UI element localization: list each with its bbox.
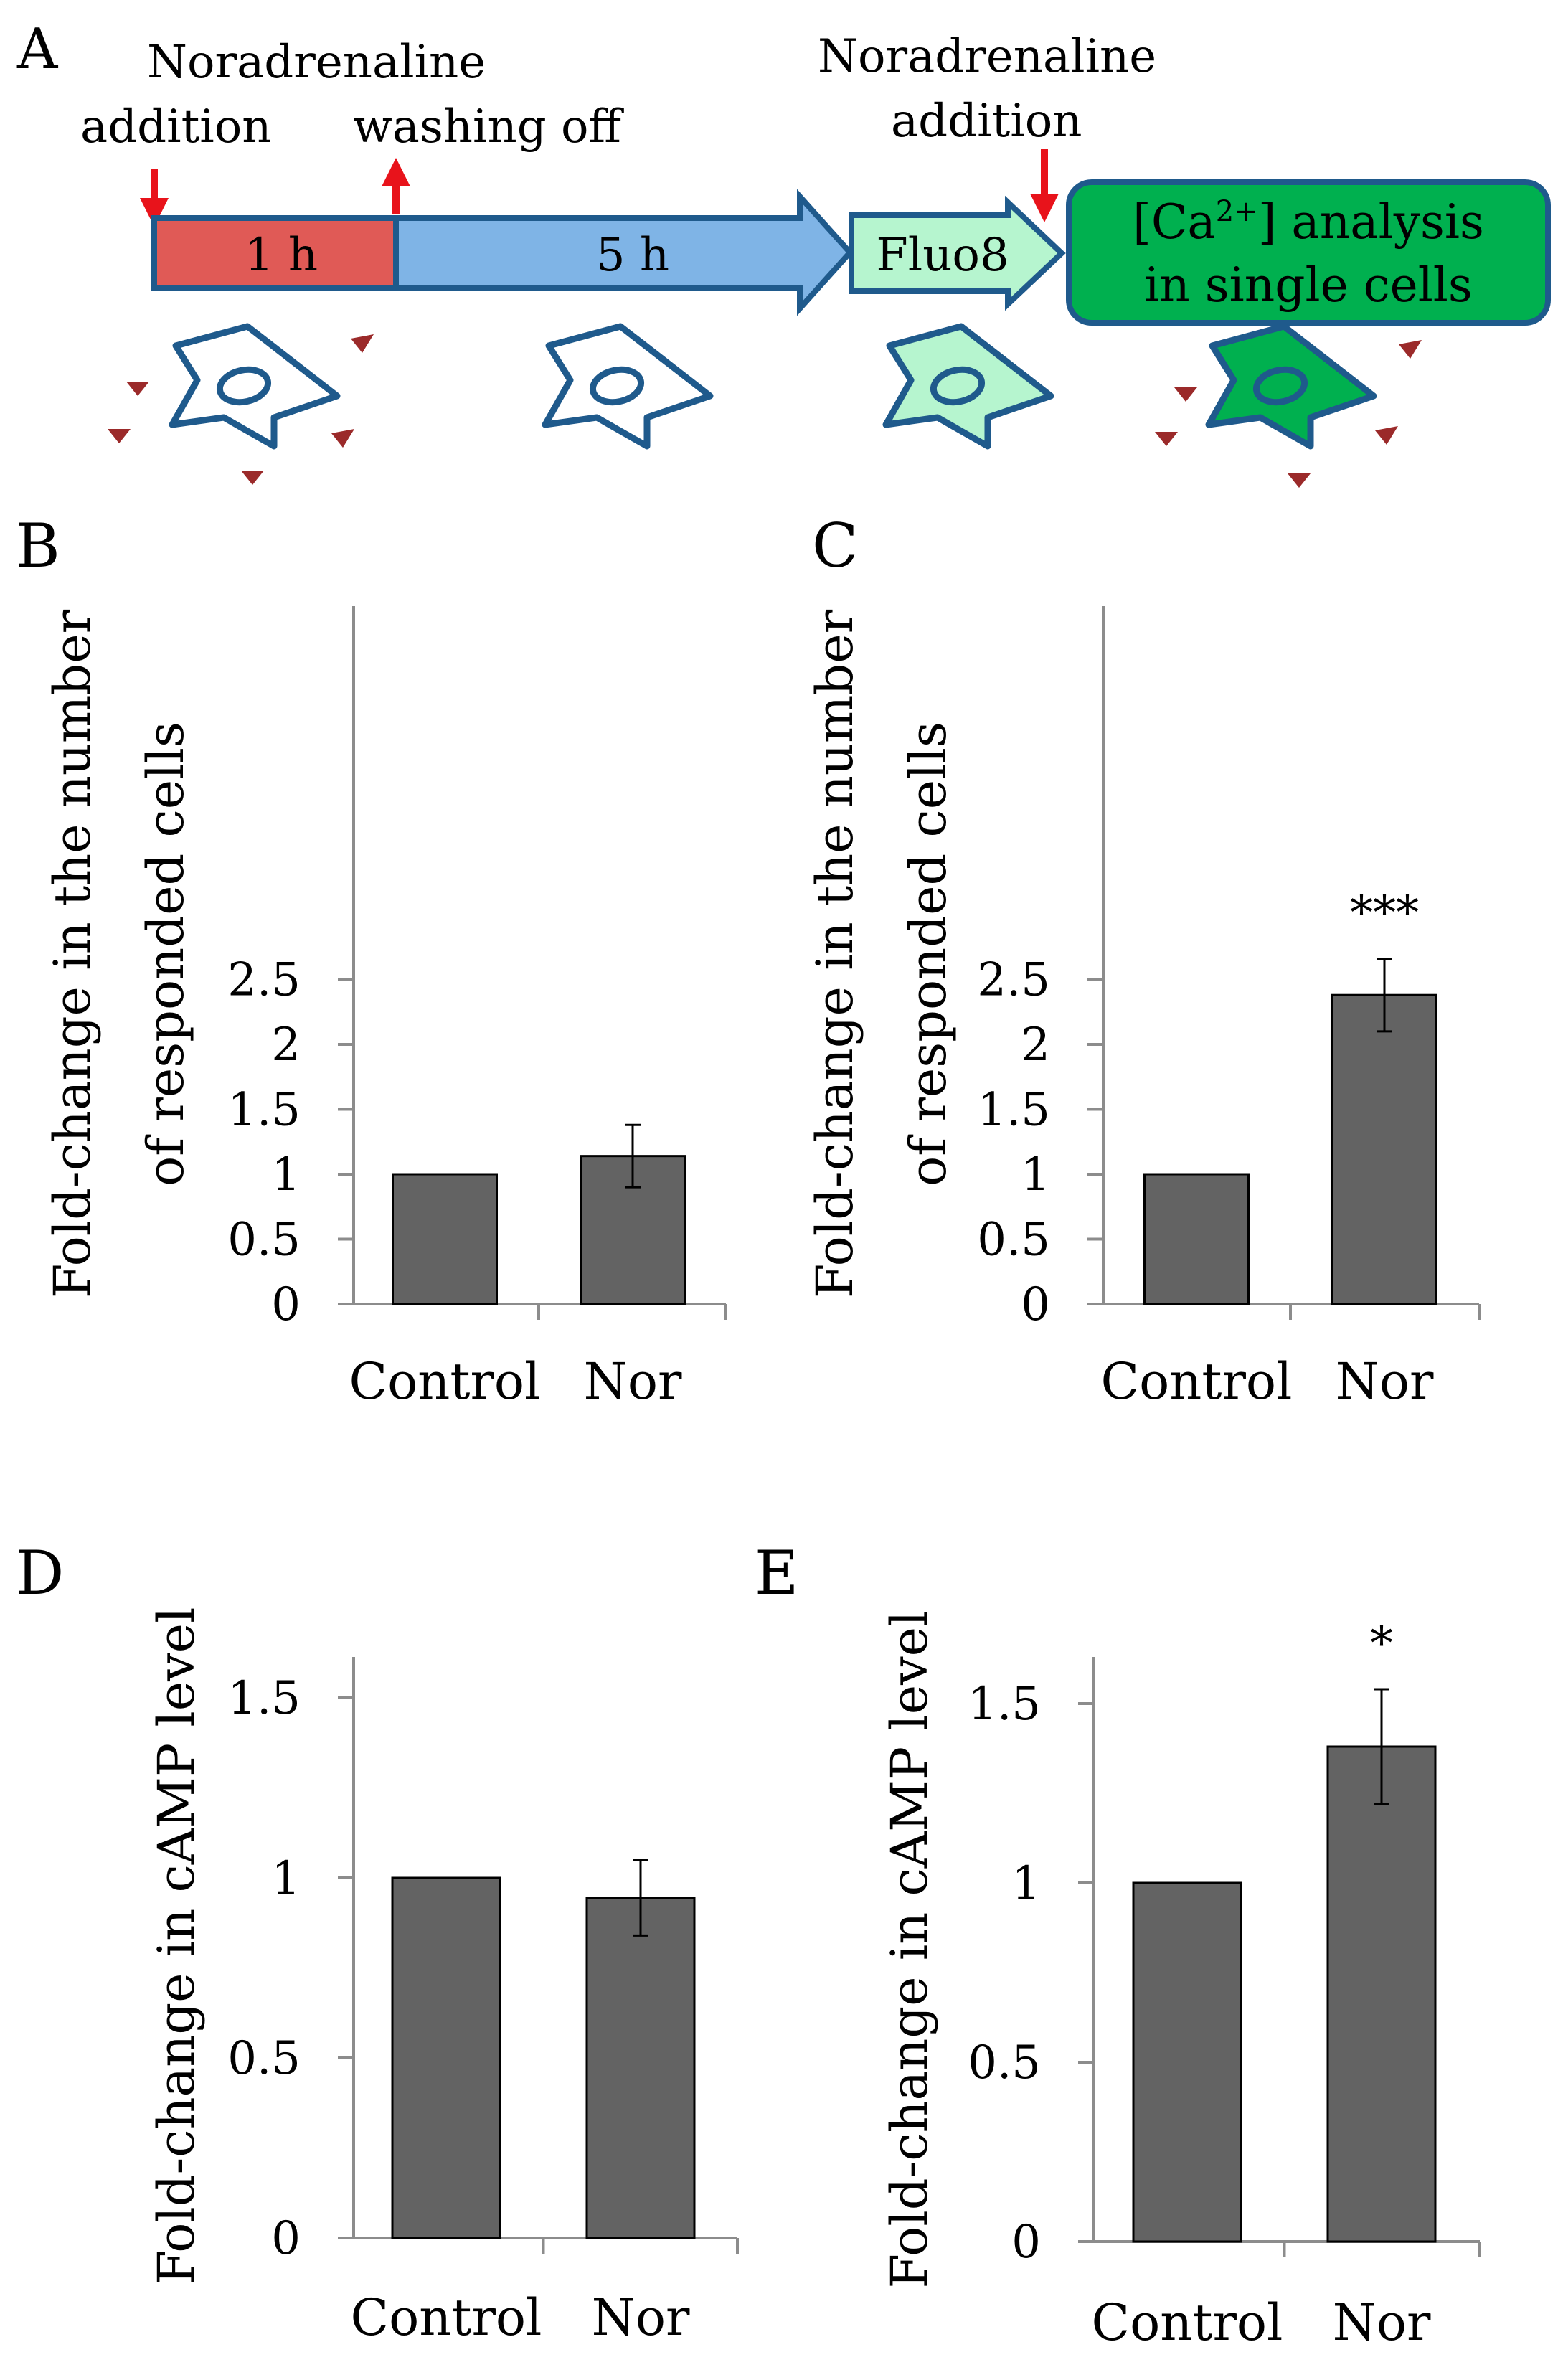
chart-e-category-nor: Nor [1333,2293,1431,2352]
chart-e: E Fold-change in cAMP level 0 0.5 1 1.5 Contro… [755,1538,1481,2352]
nor-add-2-line1: Noradrenaline [818,30,1156,83]
chart-c-y-tick-label-2: 1 [1021,1148,1050,1201]
chart-c: C Fold-change in the number of responded c… [806,511,1481,1411]
chart-d-y-tick-label-0: 0 [271,2212,301,2265]
chart-c-bar-nor [1331,993,1437,1305]
panel-d-label: D [16,1538,64,1608]
chart-d-y-tick-label-1: 0.5 [227,2032,301,2085]
chart-b-category-control: Control [349,1352,541,1411]
chart-d-bar-control [391,1876,501,2239]
chart-d-category-control: Control [351,2288,542,2347]
chart-d-ylabel-line1: Fold-change in cAMP level [147,1607,206,2285]
step-fluo8-label: Fluo8 [876,229,1009,282]
chart-b-category-nor: Nor [584,1352,682,1411]
chart-b-y-tick-label-1: 0.5 [227,1214,301,1267]
panel-c-label: C [812,511,858,581]
cell-1 [169,323,341,450]
step-5h-arrow [393,189,854,316]
washing-off-label: washing off [353,100,625,154]
step-1h-label: 1 h [245,229,318,282]
chart-b-bar-control [392,1173,498,1305]
nor-add-1-line2: addition [80,100,272,154]
nor-add-2-line2: addition [891,95,1082,148]
step-1h-box [151,215,399,291]
chart-c-category-control: Control [1101,1352,1293,1411]
chart-c-y-tick-label-5: 2.5 [977,954,1050,1007]
cell-2 [542,323,714,450]
analysis-ca-sup: 2+ [1216,195,1258,228]
panel-b-label: B [16,511,60,581]
cell-3 [882,323,1054,450]
step-5h-label: 5 h [596,229,669,282]
chart-b-ylabel-line1: Fold-change in the number [43,609,102,1298]
analysis-line2: in single cells [1144,258,1473,313]
chart-c-category-nor: Nor [1336,1352,1434,1411]
chart-d-y-tick-label-2: 1 [271,1852,301,1905]
chart-c-y-tick-label-1: 0.5 [977,1214,1050,1267]
chart-c-ylabel-line2: of responded cells [899,722,958,1186]
chart-c-ylabel-line1: Fold-change in the number [806,609,864,1298]
chart-e-y-tick-label-1: 0.5 [968,2036,1041,2089]
nor-add-1-line1: Noradrenaline [147,36,486,89]
chart-c-significance-nor: *** [1350,887,1419,940]
noradrenaline-particles [108,334,1422,488]
chart-e-y-tick-label-3: 1.5 [968,1678,1041,1731]
chart-e-y-tick-label-2: 1 [1011,1857,1041,1910]
chart-d-bar-nor [585,1897,696,2239]
chart-b-y-tick-label-5: 2.5 [227,954,301,1007]
chart-e-bar-nor [1326,1745,1437,2243]
chart-e-bar-control [1132,1881,1242,2243]
chart-d-y-tick-label-3: 1.5 [227,1672,301,1725]
chart-c-y-tick-label-3: 1.5 [977,1084,1050,1137]
step-fluo8-arrow [849,195,1066,311]
chart-e-significance-nor: * [1370,1618,1393,1671]
chart-b-y-tick-label-0: 0 [271,1278,301,1331]
chart-c-y-tick-label-0: 0 [1021,1278,1050,1331]
analysis-ca-open: [Ca [1133,194,1216,250]
chart-b-y-tick-label-3: 1.5 [227,1084,301,1137]
analysis-line1: [Ca2+] analysis [1133,194,1484,250]
chart-b-y-tick-label-4: 2 [271,1019,301,1072]
chart-e-category-control: Control [1092,2293,1283,2352]
panel-a-label: A [16,17,59,82]
chart-d-category-nor: Nor [592,2288,690,2347]
panel-a-schematic: A Noradrenaline addition washing off Nor… [16,17,1551,488]
chart-b-y-tick-label-2: 1 [271,1148,301,1201]
panel-e-label: E [755,1538,798,1608]
chart-c-bar-control [1143,1173,1250,1305]
analysis-ca-rest: ] analysis [1258,194,1484,250]
chart-b: B Fold-change in the number of responded c… [16,511,727,1411]
chart-b-ylabel-line2: of responded cells [136,722,195,1186]
cell-4 [1205,323,1377,450]
chart-e-y-tick-label-0: 0 [1011,2216,1041,2269]
chart-d: D Fold-change in cAMP level 0 0.5 1 1.5 Contro… [16,1538,739,2347]
analysis-box [1066,179,1551,326]
chart-e-ylabel-line1: Fold-change in cAMP level [880,1611,939,2289]
chart-c-y-tick-label-4: 2 [1021,1019,1050,1072]
